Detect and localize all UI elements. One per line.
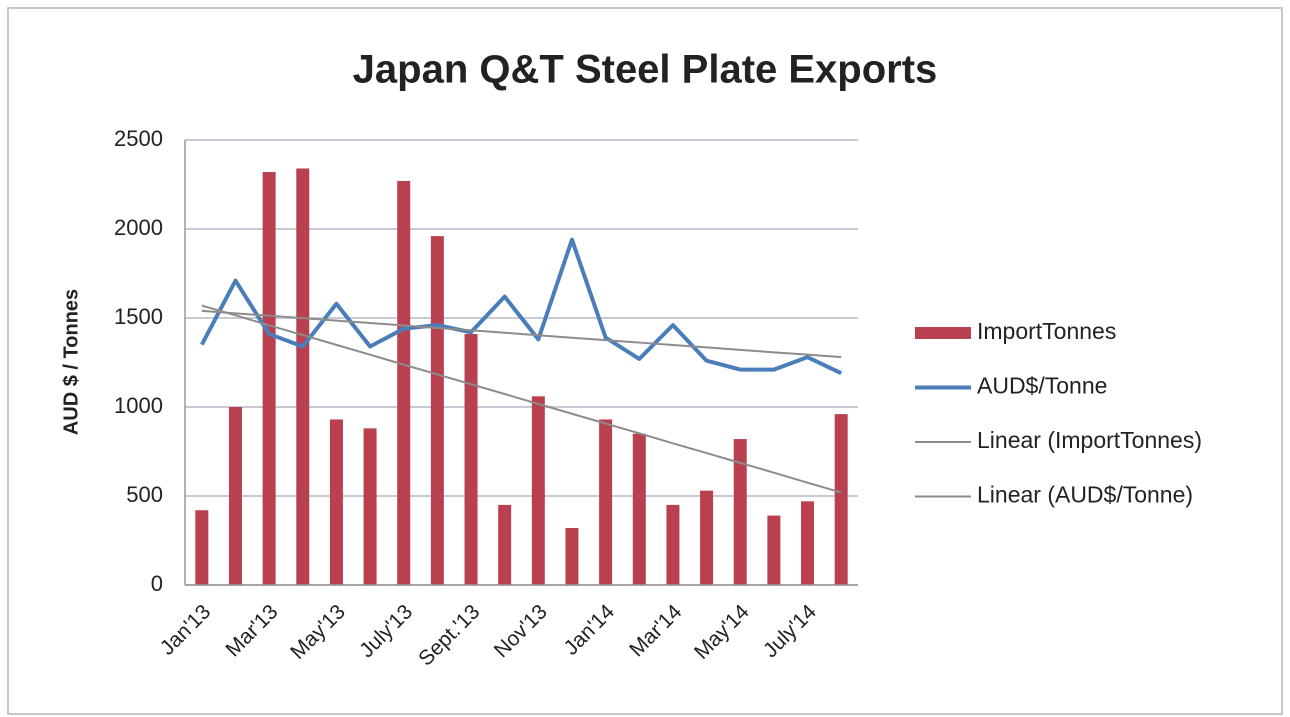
legend-label: ImportTonnes [977,318,1116,344]
bar [363,428,377,585]
bar [195,510,209,585]
legend-swatch [915,327,971,339]
bar [632,433,646,585]
bar [430,236,444,585]
bar [565,528,579,585]
trend-line [201,304,842,494]
chart-title: Japan Q&T Steel Plate Exports [353,48,938,92]
line [200,237,843,375]
legend-label: Linear (AUD$/Tonne) [977,482,1193,508]
bar [228,407,242,585]
chart-frame [7,7,1283,715]
legend-label: AUD$/Tonne [977,373,1107,399]
y-tick-label: 500 [126,482,163,507]
bar [329,419,343,585]
bar [262,172,276,586]
y-tick-label: 1000 [114,393,163,418]
bar [296,168,310,586]
bar [464,334,478,585]
legend-label: Linear (ImportTonnes) [977,427,1202,453]
y-axis-label: AUD $ / Tonnes [60,289,82,435]
bar [767,515,781,585]
bar [733,439,747,585]
trend-line [201,309,842,359]
bar [834,414,848,585]
bar [498,504,512,585]
bar [700,490,714,585]
y-tick-label: 2500 [114,126,163,151]
y-tick-label: 2000 [114,215,163,240]
bar [666,504,680,585]
y-tick-label: 1500 [114,304,163,329]
bar [801,501,815,585]
y-tick-label: 0 [151,571,163,596]
bar [599,419,613,585]
bar [397,180,411,585]
bar [531,396,545,585]
